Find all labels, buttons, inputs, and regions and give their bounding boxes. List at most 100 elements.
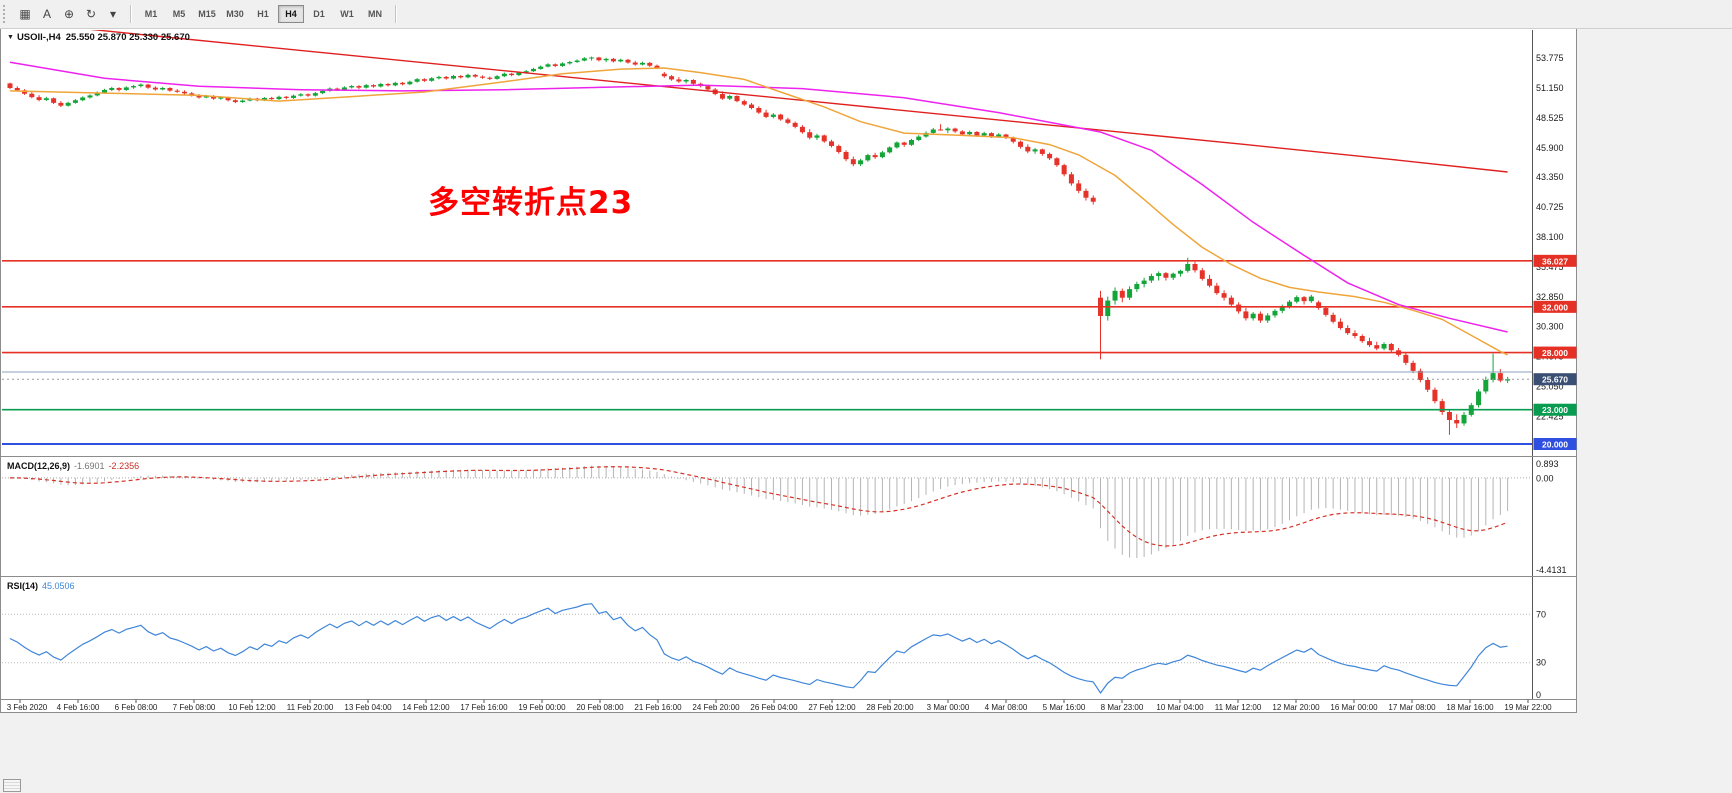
toolbar-separator (130, 5, 131, 23)
price-badge-32.000: 32.000 (1533, 300, 1577, 313)
time-tick-label: 17 Feb 16:00 (460, 703, 508, 712)
macd-label: MACD(12,26,9) -1.6901 -2.2356 (7, 461, 139, 471)
price-tick-label: 35.475 (1536, 262, 1564, 272)
chart-templates-icon-button[interactable]: ▦ (14, 4, 36, 24)
price-tick-label: 32.850 (1536, 292, 1564, 302)
rsi-name: RSI(14) (7, 581, 39, 591)
timeframe-button-m30[interactable]: M30 (222, 5, 248, 23)
text-tool-icon-button[interactable]: A (36, 4, 58, 24)
price-tick-label: 30.300 (1536, 321, 1564, 331)
price-tick-label: 51.150 (1536, 83, 1564, 93)
timeframe-button-w1[interactable]: W1 (334, 5, 360, 23)
svg-text:28.000: 28.000 (1542, 348, 1568, 358)
time-tick-label: 20 Feb 08:00 (576, 703, 624, 712)
time-tick-label: 11 Feb 20:00 (287, 703, 334, 712)
price-badge-25.670: 25.670 (1533, 373, 1577, 386)
macd-scale-label: -4.4131 (1536, 565, 1567, 575)
timeframe-button-m15[interactable]: M15 (194, 5, 220, 23)
toolbar: ▦ A ⊕ ↻ ▾ M1 M5 M15 M30 H1 H4 D1 W1 MN (0, 0, 1732, 29)
dropdown-chevron-icon: ▾ (109, 7, 117, 21)
time-tick-label: 17 Mar 08:00 (1388, 703, 1436, 712)
time-tick-label: 4 Mar 08:00 (985, 703, 1028, 712)
cycle-symbols-icon-button[interactable]: ↻ (80, 4, 102, 24)
chart-ohlc-label: 25.550 25.870 25.330 25.670 (65, 32, 190, 43)
ma-long-red[interactable] (10, 21, 1508, 173)
time-tick-label: 27 Feb 12:00 (808, 703, 856, 712)
price-tick-label: 45.900 (1536, 143, 1564, 153)
macd-main-value: -1.6901 (74, 461, 105, 471)
timeframe-button-group: M1 M5 M15 M30 H1 H4 D1 W1 MN (137, 5, 389, 23)
price-tick-label: 22.425 (1536, 411, 1564, 421)
time-tick-label: 5 Mar 16:00 (1043, 703, 1086, 712)
rsi-label: RSI(14) 45.0506 (7, 581, 75, 591)
dropdown-chevron-icon-button[interactable]: ▾ (102, 4, 124, 24)
time-tick-label: 28 Feb 20:00 (866, 703, 914, 712)
price-badge-28.000: 28.000 (1533, 346, 1577, 359)
svg-text:32.000: 32.000 (1542, 302, 1568, 312)
chart-plot-area[interactable] (2, 30, 1532, 456)
timeframe-button-h4[interactable]: H4 (278, 5, 304, 23)
price-badge-36.027: 36.027 (1533, 254, 1577, 267)
timeframe-button-m1[interactable]: M1 (138, 5, 164, 23)
toolbar-separator (395, 5, 396, 23)
time-tick-label: 14 Feb 12:00 (402, 703, 450, 712)
timeframe-button-mn[interactable]: MN (362, 5, 388, 23)
time-tick-label: 13 Feb 04:00 (344, 703, 392, 712)
timeframe-button-m5[interactable]: M5 (166, 5, 192, 23)
rsi-scale-label: 30 (1536, 658, 1546, 668)
cycle-symbols-icon: ↻ (85, 7, 97, 21)
price-badge-20.000: 20.000 (1533, 437, 1577, 450)
ma-overlays-layer (9, 21, 1508, 356)
svg-text:36.027: 36.027 (1542, 256, 1568, 266)
time-tick-label: 21 Feb 16:00 (634, 703, 682, 712)
time-tick-label: 19 Mar 22:00 (1504, 703, 1552, 712)
macd-scale-label: 0.00 (1536, 473, 1554, 483)
minimized-window-icon[interactable] (3, 779, 21, 792)
time-tick-label: 8 Mar 23:00 (1101, 703, 1144, 712)
price-badge-23.000: 23.000 (1533, 403, 1577, 416)
macd-histogram (16, 465, 1509, 558)
ma-fast-orange[interactable] (9, 67, 1508, 356)
toolbar-icon-group: ▦ A ⊕ ↻ ▾ (14, 4, 124, 24)
time-tick-label: 24 Feb 20:00 (692, 703, 740, 712)
rsi-panel[interactable] (2, 603, 1532, 694)
time-tick-label: 18 Mar 16:00 (1446, 703, 1494, 712)
time-axis[interactable]: 3 Feb 2020 4 Feb 16:00 6 Feb 08:00 7 Feb 08… (7, 699, 1552, 713)
time-tick-label: 6 Feb 08:00 (115, 703, 158, 712)
time-tick-label: 7 Feb 08:00 (173, 703, 216, 712)
toolbar-grip[interactable] (3, 5, 10, 23)
macd-panel[interactable] (2, 465, 1532, 558)
price-axis[interactable]: 53.775 51.150 48.525 45.900 43.350 40.725 38.1… (1532, 30, 1577, 700)
time-tick-label: 10 Feb 12:00 (228, 703, 276, 712)
chart-symbol-label: USOIl-,H4 (16, 32, 61, 43)
time-tick-label: 12 Mar 20:00 (1272, 703, 1320, 712)
timeframe-button-h1[interactable]: H1 (250, 5, 276, 23)
price-lines-layer (2, 260, 1532, 445)
time-tick-label: 11 Mar 12:00 (1215, 703, 1262, 712)
svg-text:25.670: 25.670 (1542, 375, 1568, 385)
rsi-scale-label: 0 (1536, 690, 1541, 700)
svg-text:23.000: 23.000 (1542, 405, 1568, 415)
rsi-value: 45.0506 (42, 581, 75, 591)
chart-annotation-text[interactable]: 多空转折点23 (428, 185, 634, 221)
time-tick-label: 10 Mar 04:00 (1156, 703, 1204, 712)
price-tick-label: 38.100 (1536, 232, 1564, 242)
time-tick-label: 3 Feb 2020 (7, 703, 48, 712)
rsi-line (9, 603, 1508, 694)
price-tick-label: 48.525 (1536, 113, 1564, 123)
timeframe-button-d1[interactable]: D1 (306, 5, 332, 23)
time-tick-label: 16 Mar 00:00 (1330, 703, 1378, 712)
ma-slow-magenta[interactable] (9, 61, 1508, 333)
one-click-trading-expander-icon[interactable]: ▼ (7, 34, 14, 41)
price-tick-label: 25.050 (1536, 381, 1564, 391)
svg-text:20.000: 20.000 (1542, 439, 1568, 449)
crosshair-icon-button[interactable]: ⊕ (58, 4, 80, 24)
crosshair-icon: ⊕ (63, 7, 75, 21)
price-tick-label: 40.725 (1536, 202, 1564, 212)
macd-signal-line (10, 466, 1508, 547)
price-tick-label: 43.350 (1536, 172, 1564, 182)
macd-signal-value: -2.2356 (108, 461, 140, 471)
macd-name: MACD(12,26,9) (7, 461, 71, 471)
